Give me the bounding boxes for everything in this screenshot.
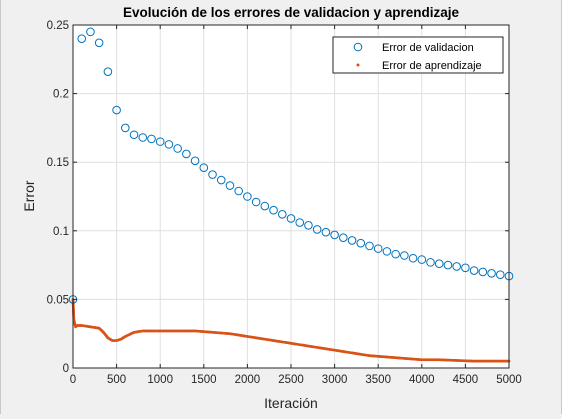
x-tick-label: 3500 <box>365 374 391 386</box>
series-validacion-point <box>417 255 427 264</box>
series-validacion-point <box>295 218 305 227</box>
legend-box <box>332 36 504 74</box>
y-tick-label: 0.15 <box>47 157 69 169</box>
series-validacion-point <box>452 262 461 271</box>
series-validacion-point <box>155 137 165 146</box>
chart-title: Evolución de los errores de validacion y… <box>123 5 460 20</box>
series-validacion-point <box>426 258 435 267</box>
series-validacion-point <box>408 253 418 263</box>
series-validacion-point <box>103 67 113 76</box>
x-tick-label: 500 <box>107 374 126 386</box>
figure-edge-left <box>0 0 1 414</box>
series-validacion-point <box>138 133 148 142</box>
series-layer <box>68 27 514 363</box>
x-tick-label: 5000 <box>496 374 522 386</box>
series-validacion-point <box>495 270 505 280</box>
series-validacion-point <box>321 227 331 237</box>
series-validacion-point <box>112 105 121 115</box>
series-validacion-point <box>391 249 400 259</box>
series-validacion-point <box>243 192 252 201</box>
series-validacion-point <box>312 225 322 234</box>
x-tick-label: 2000 <box>235 374 261 386</box>
x-tick-label: 2500 <box>278 374 304 386</box>
series-validacion-point <box>225 181 235 190</box>
series-validacion-point <box>443 260 453 270</box>
y-tick-label: 0.1 <box>53 226 69 238</box>
series-validacion-point <box>164 140 174 149</box>
legend-label-validacion: Error de validacion <box>382 42 474 54</box>
series-validacion-point <box>94 38 104 48</box>
series-validacion-point <box>260 201 270 211</box>
series-validacion-point <box>304 221 313 230</box>
legend-marker-validacion <box>353 42 363 52</box>
x-tick-label: 1000 <box>147 374 173 386</box>
series-validacion-point <box>478 267 488 277</box>
series-validacion-point <box>434 259 444 269</box>
series-validacion <box>68 27 514 304</box>
x-tick-label: 1500 <box>191 374 217 386</box>
series-validacion-point <box>121 123 130 133</box>
series-validacion-point <box>251 197 261 207</box>
series-validacion-point <box>469 266 479 275</box>
series-validacion-point <box>330 230 339 240</box>
series-validacion-point <box>339 233 348 242</box>
series-validacion-point <box>173 144 182 153</box>
series-validacion-point <box>129 130 139 140</box>
y-axis-label: Error <box>21 180 37 211</box>
series-validacion-point <box>77 34 87 44</box>
legend-label-aprendizaje: Error de aprendizaje <box>382 60 482 72</box>
x-tick-label: 4000 <box>409 374 435 386</box>
x-tick-label: 4500 <box>453 374 479 386</box>
y-tick-label: 0.05 <box>47 294 69 306</box>
series-validacion-point <box>208 170 217 179</box>
series-validacion-point <box>487 269 496 278</box>
x-axis-label: Iteración <box>264 395 318 411</box>
series-validacion-point <box>400 251 409 260</box>
series-validacion-point <box>216 175 226 185</box>
series-validacion-point <box>147 134 156 144</box>
series-validacion-point <box>373 244 383 253</box>
series-validacion-point <box>382 247 392 256</box>
x-tick-label: 0 <box>70 374 76 386</box>
series-validacion-point <box>365 241 374 251</box>
y-tick-label: 0.25 <box>47 20 69 32</box>
series-validacion-point <box>277 210 287 219</box>
series-validacion-point <box>286 214 296 223</box>
y-tick-label: 0.2 <box>53 89 69 101</box>
series-aprendizaje <box>71 298 511 363</box>
series-validacion-point <box>269 205 278 215</box>
series-validacion-point <box>356 238 366 248</box>
legend-marker-aprendizaje <box>356 63 360 67</box>
series-validacion-point <box>190 156 200 166</box>
series-validacion-point <box>234 186 243 196</box>
series-validacion-point <box>182 149 191 159</box>
ticks: 0 500 1000 1500 2000 2500 3000 3500 4000 4500 5000… <box>47 20 522 386</box>
legend: Error de validacion Error de aprendizaje <box>332 36 504 74</box>
series-validacion-point <box>347 236 357 245</box>
series-validacion-point <box>86 27 95 37</box>
series-validacion-point <box>461 263 470 273</box>
y-tick-label: 0 <box>63 363 69 375</box>
series-validacion-point <box>199 163 209 172</box>
x-tick-label: 3000 <box>322 374 348 386</box>
